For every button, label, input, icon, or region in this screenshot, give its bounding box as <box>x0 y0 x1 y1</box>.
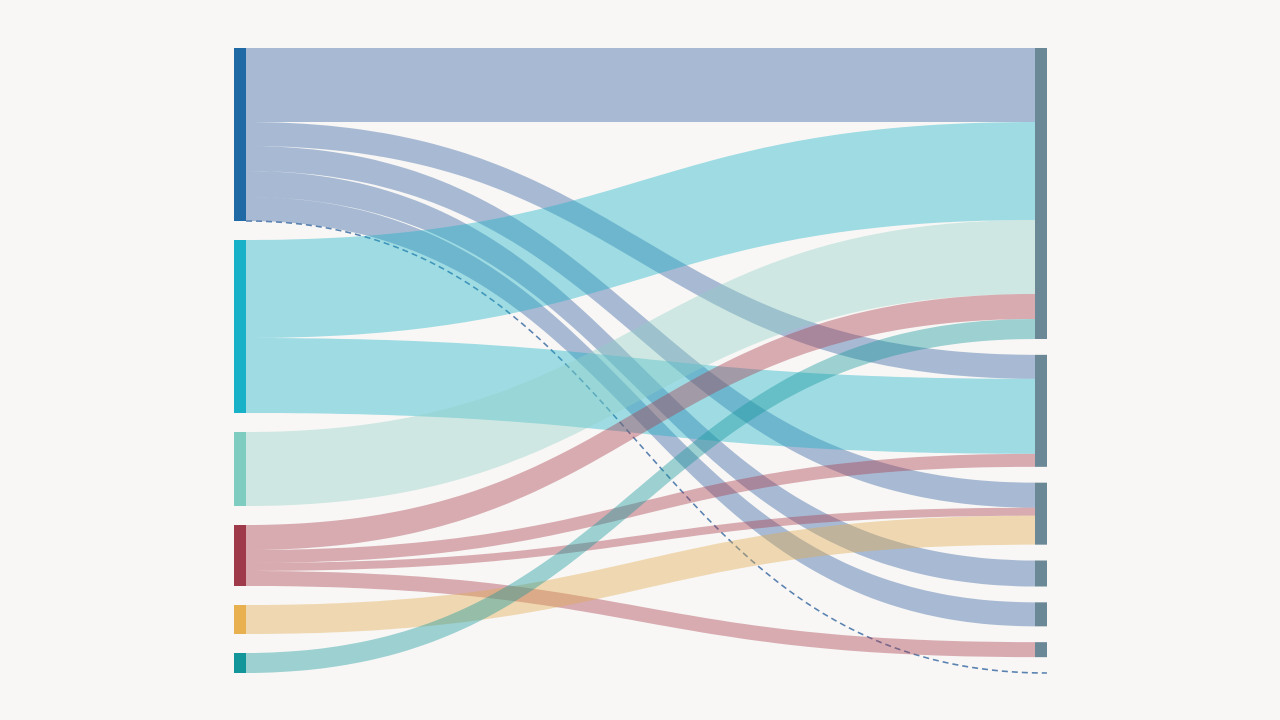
node <box>234 525 246 586</box>
node <box>1035 642 1047 658</box>
link <box>246 507 1035 571</box>
node <box>1035 48 1047 339</box>
node <box>1035 602 1047 627</box>
node <box>1035 560 1047 587</box>
link <box>246 453 1035 563</box>
link <box>246 146 1035 508</box>
node <box>1035 482 1047 545</box>
node <box>234 653 246 673</box>
link <box>246 48 1035 122</box>
link <box>246 122 1035 338</box>
link <box>246 197 1035 627</box>
link <box>246 319 1035 673</box>
link <box>246 171 1035 587</box>
node <box>234 605 246 634</box>
links <box>245 48 1048 674</box>
link <box>245 220 1048 674</box>
node <box>234 48 246 221</box>
node <box>1035 354 1047 467</box>
link <box>246 571 1035 658</box>
link <box>246 515 1035 634</box>
link <box>246 122 1035 379</box>
link <box>246 220 1035 506</box>
link <box>246 338 1035 454</box>
node <box>234 432 246 506</box>
nodes <box>234 48 1047 673</box>
node <box>234 240 246 413</box>
link <box>246 294 1035 550</box>
